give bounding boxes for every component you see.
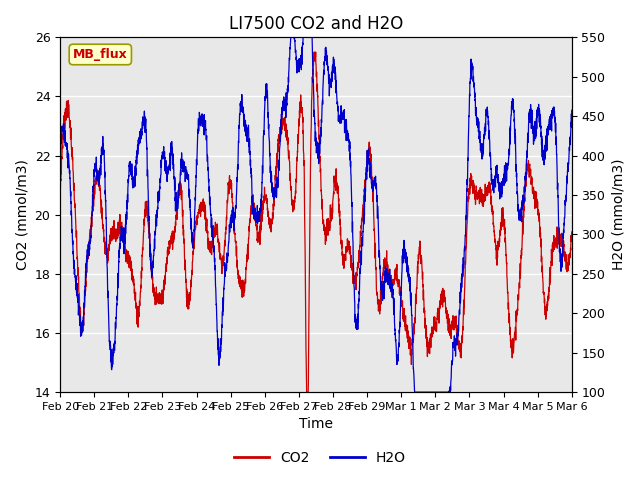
Y-axis label: H2O (mmol/m3): H2O (mmol/m3) (611, 159, 625, 270)
X-axis label: Time: Time (299, 418, 333, 432)
Title: LI7500 CO2 and H2O: LI7500 CO2 and H2O (229, 15, 403, 33)
Text: MB_flux: MB_flux (73, 48, 128, 61)
Legend: CO2, H2O: CO2, H2O (228, 445, 412, 471)
Y-axis label: CO2 (mmol/m3): CO2 (mmol/m3) (15, 159, 29, 270)
